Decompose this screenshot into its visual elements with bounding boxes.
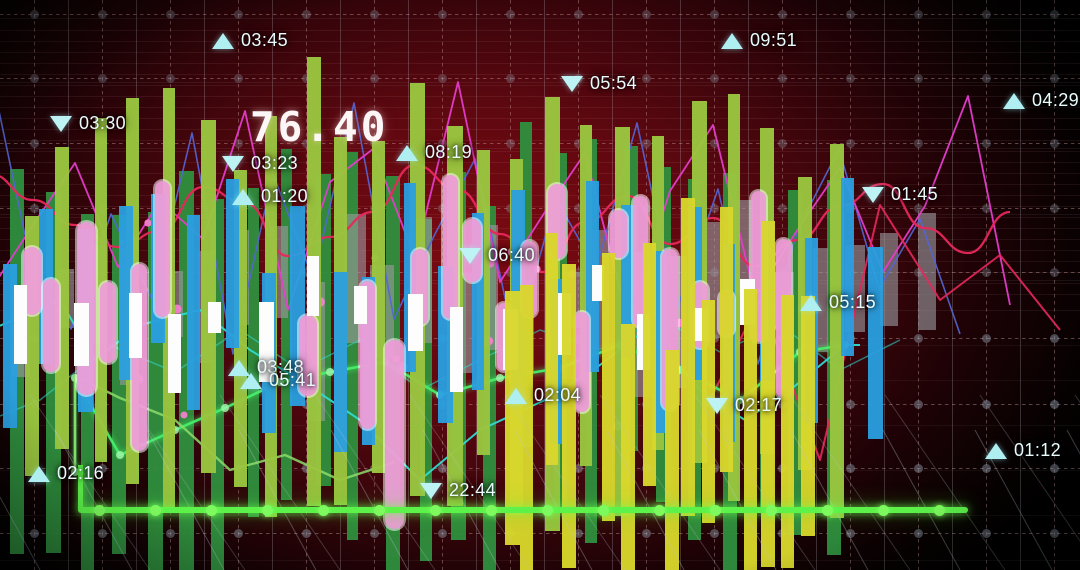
time-marker[interactable]: 03:30 xyxy=(50,113,126,134)
triangle-down-icon xyxy=(706,397,728,414)
time-marker-label: 03:48 xyxy=(257,357,305,377)
time-marker[interactable]: 04:29 xyxy=(1003,90,1079,111)
time-marker[interactable]: 03:48 xyxy=(228,357,304,378)
time-marker-label: 06:40 xyxy=(488,245,536,265)
triangle-up-icon xyxy=(240,372,262,389)
time-marker[interactable]: 01:20 xyxy=(232,186,308,207)
time-marker-label: 01:45 xyxy=(891,184,939,204)
primary-value-readout: 76.40 xyxy=(250,103,389,151)
time-marker-label: 03:23 xyxy=(251,153,299,173)
triangle-down-icon xyxy=(862,186,884,203)
time-marker[interactable]: 01:12 xyxy=(985,440,1061,461)
triangle-down-icon xyxy=(561,75,583,92)
triangle-down-icon xyxy=(50,115,72,132)
time-marker-label: 05:15 xyxy=(829,292,877,312)
time-marker-label: 02:17 xyxy=(735,395,783,415)
time-marker-label: 02:16 xyxy=(57,463,105,483)
time-marker[interactable]: 08:19 xyxy=(396,142,472,163)
time-marker-label: 22:44 xyxy=(449,480,497,500)
triangle-up-icon xyxy=(505,387,527,404)
triangle-up-icon xyxy=(212,32,234,49)
time-marker-label: 05:54 xyxy=(590,73,638,93)
triangle-up-icon xyxy=(800,294,822,311)
time-marker-label: 09:51 xyxy=(750,30,798,50)
triangle-down-icon xyxy=(222,155,244,172)
triangle-up-icon xyxy=(232,188,254,205)
time-marker-label: 03:30 xyxy=(79,113,127,133)
time-marker-label: 01:20 xyxy=(261,186,309,206)
time-marker[interactable]: 02:04 xyxy=(505,385,581,406)
time-marker[interactable]: 02:17 xyxy=(706,395,782,416)
time-marker[interactable]: 05:15 xyxy=(800,292,876,313)
time-marker[interactable]: 09:51 xyxy=(721,30,797,51)
triangle-down-icon xyxy=(420,482,442,499)
time-marker[interactable]: 06:40 xyxy=(459,245,535,266)
triangle-down-icon xyxy=(459,247,481,264)
time-marker-label: 02:04 xyxy=(534,385,582,405)
triangle-up-icon xyxy=(396,144,418,161)
triangle-up-icon xyxy=(985,442,1007,459)
time-marker[interactable]: 02:16 xyxy=(28,463,104,484)
time-marker[interactable]: 03:23 xyxy=(222,153,298,174)
time-marker[interactable]: 05:41 xyxy=(240,370,316,391)
triangle-up-icon xyxy=(1003,92,1025,109)
triangle-up-icon xyxy=(228,359,250,376)
triangle-up-icon xyxy=(721,32,743,49)
time-marker-label: 05:41 xyxy=(269,370,317,390)
time-marker[interactable]: 01:45 xyxy=(862,184,938,205)
time-marker[interactable]: 05:54 xyxy=(561,73,637,94)
time-marker-label: 08:19 xyxy=(425,142,473,162)
time-marker[interactable]: 22:44 xyxy=(420,480,496,501)
time-marker[interactable]: 03:45 xyxy=(212,30,288,51)
time-marker-label: 04:29 xyxy=(1032,90,1080,110)
time-marker-label: 03:45 xyxy=(241,30,289,50)
triangle-up-icon xyxy=(28,465,50,482)
time-marker-label: 01:12 xyxy=(1014,440,1062,460)
